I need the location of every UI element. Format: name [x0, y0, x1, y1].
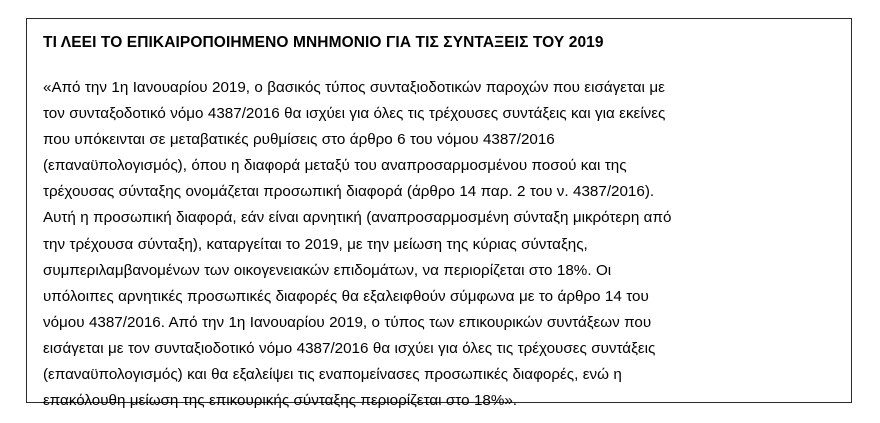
body-line: εισάγεται με τον συνταξιοδοτικό νόμο 438… [43, 339, 656, 357]
body-line: συμπεριλαμβανομένων των οικογενειακών επ… [43, 261, 612, 279]
callout-box: ΤΙ ΛΕΕΙ ΤΟ ΕΠΙΚΑΙΡΟΠΟΙΗΜΕΝΟ ΜΝΗΜΟΝΙΟ ΓΙΑ… [26, 18, 852, 409]
body-line: (επαναϋπολογισμός) και θα εξαλείψει τις … [43, 366, 622, 384]
callout-title: ΤΙ ΛΕΕΙ ΤΟ ΕΠΙΚΑΙΡΟΠΟΙΗΜΕΝΟ ΜΝΗΜΟΝΙΟ ΓΙΑ… [43, 34, 604, 51]
body-line: την τρέχουσα σύνταξη), καταργείται το 20… [43, 235, 588, 253]
body-line: τον συνταξοδοτικό νόμο 4387/2016 θα ισχύ… [43, 105, 666, 123]
body-line: υπόλοιπες αρνητικές προσωπικές διαφορές … [43, 287, 649, 305]
callout-body: «Από την 1η Ιανουαρίου 2019, ο βασικός τ… [43, 75, 833, 414]
body-line: επακόλουθη μείωση της επικουρικής σύνταξ… [43, 392, 518, 410]
body-line: τρέχουσας σύνταξης ονομάζεται προσωπική … [43, 183, 655, 201]
body-line: «Από την 1η Ιανουαρίου 2019, ο βασικός τ… [43, 79, 665, 96]
body-line: Αυτή η προσωπική διαφορά, εάν είναι αρνη… [43, 209, 672, 227]
body-line: (επαναϋπολογισμός), όπου η διαφορά μεταξ… [43, 157, 627, 175]
body-line: που υπόκεινται σε μεταβατικές ρυθμίσεις … [43, 131, 555, 149]
body-line: νόμου 4387/2016. Από την 1η Ιανουαρίου 2… [43, 313, 652, 331]
